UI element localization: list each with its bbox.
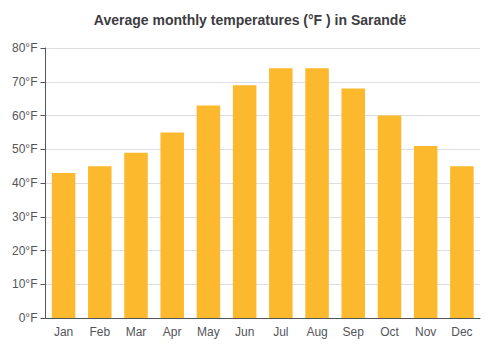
svg-text:Aug: Aug xyxy=(306,325,327,339)
svg-text:May: May xyxy=(197,325,220,339)
svg-text:Oct: Oct xyxy=(380,325,399,339)
svg-text:30°F: 30°F xyxy=(12,210,37,224)
svg-text:Jul: Jul xyxy=(273,325,288,339)
svg-text:20°F: 20°F xyxy=(12,244,37,258)
svg-text:10°F: 10°F xyxy=(12,277,37,291)
svg-text:Average monthly temperatures (: Average monthly temperatures (°F ) in Sa… xyxy=(94,12,407,28)
svg-text:Feb: Feb xyxy=(89,325,110,339)
svg-text:Sep: Sep xyxy=(343,325,365,339)
svg-text:Jun: Jun xyxy=(235,325,254,339)
svg-text:0°F: 0°F xyxy=(19,311,38,325)
svg-text:Jan: Jan xyxy=(54,325,73,339)
svg-text:60°F: 60°F xyxy=(12,109,37,123)
svg-text:50°F: 50°F xyxy=(12,142,37,156)
svg-text:40°F: 40°F xyxy=(12,176,37,190)
svg-text:Apr: Apr xyxy=(163,325,182,339)
svg-text:Mar: Mar xyxy=(126,325,147,339)
svg-text:Nov: Nov xyxy=(415,325,436,339)
svg-text:Dec: Dec xyxy=(451,325,472,339)
svg-text:80°F: 80°F xyxy=(12,41,37,55)
svg-text:70°F: 70°F xyxy=(12,75,37,89)
